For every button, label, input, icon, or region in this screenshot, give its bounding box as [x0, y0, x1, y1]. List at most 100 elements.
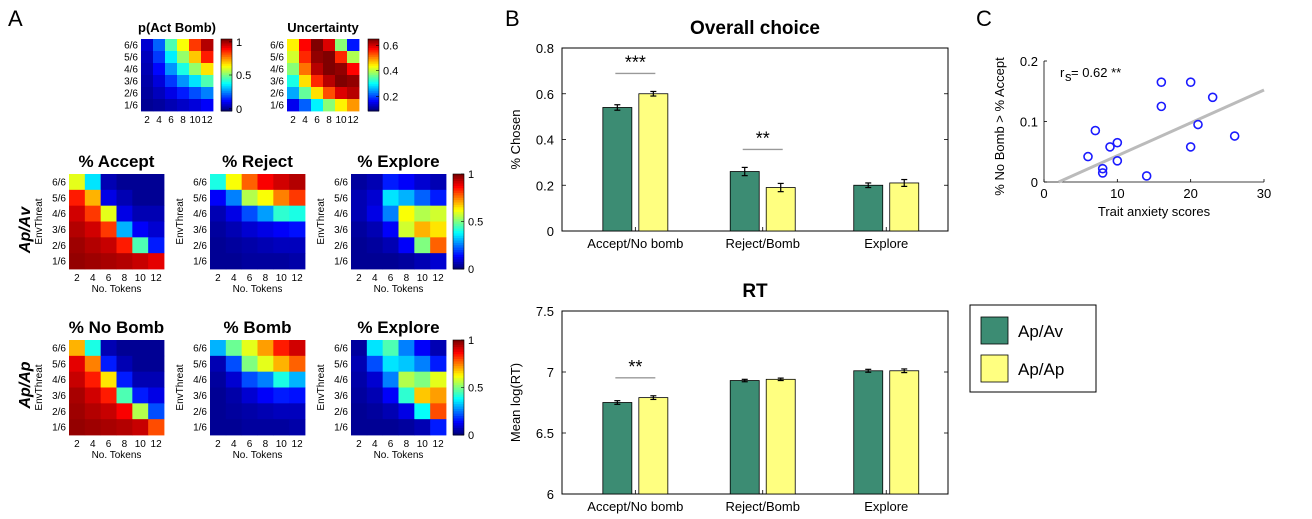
- heatmap-cell: [289, 253, 306, 270]
- heatmap-cell: [148, 237, 165, 254]
- correlation-value: = 0.62 **: [1071, 65, 1121, 80]
- colorbar-segment: [368, 62, 379, 65]
- heatmap-cell: [382, 237, 399, 254]
- heatmap-cell: [299, 63, 312, 76]
- heatmap-ytick-label: 6/6: [52, 177, 66, 188]
- heatmap-ytick-label: 5/6: [52, 359, 66, 370]
- heatmap-cell: [69, 419, 86, 436]
- colorbar-segment: [453, 356, 464, 360]
- colorbar-segment: [221, 89, 232, 92]
- heatmap-cell: [225, 387, 243, 404]
- heatmap-cell: [69, 371, 86, 388]
- colorbar-segment: [221, 78, 232, 81]
- heatmap-ylabel: EnvThreat: [175, 364, 186, 410]
- colorbar-segment: [368, 57, 379, 60]
- colorbar-segment: [453, 342, 464, 346]
- heatmap-ytick-label: 3/6: [193, 391, 207, 402]
- heatmap-apav_explore: % Explore 6/6 5/6 4/6 3/6 2/6 1/6 2 4 6 8 10 12 EnvTh…: [316, 152, 447, 295]
- colorbar-segment: [368, 78, 379, 81]
- colorbar-segment: [368, 82, 379, 85]
- heatmap-title: % Explore: [357, 152, 439, 171]
- colorbar-segment: [453, 420, 464, 424]
- heatmap-cell: [84, 340, 102, 357]
- heatmap-cell: [366, 387, 384, 404]
- heatmap-cell: [299, 87, 312, 100]
- scatter-point: [1112, 137, 1123, 148]
- category-label: Explore: [864, 236, 908, 251]
- colorbar-segment: [453, 432, 464, 436]
- heatmap-xtick-label: 10: [276, 439, 288, 450]
- heatmap-cell: [351, 205, 368, 222]
- bar-ap-ap: [765, 187, 796, 232]
- heatmap-cell: [141, 63, 154, 76]
- heatmap-ytick-label: 2/6: [334, 241, 348, 252]
- legend-swatch: [980, 354, 1009, 383]
- heatmap-xtick-label: 10: [189, 115, 201, 126]
- ytick-label: 0.6: [536, 87, 554, 102]
- heatmap-cell: [273, 237, 290, 254]
- colorbar-segment: [453, 204, 464, 208]
- heatmap-cell: [84, 174, 102, 191]
- heatmap-cell: [100, 205, 117, 222]
- heatmap-ytick-label: 2/6: [334, 407, 348, 418]
- colorbar-segment: [453, 363, 464, 367]
- heatmap-cell: [132, 340, 149, 357]
- heatmap-ylabel: EnvThreat: [316, 364, 327, 410]
- heatmap-cell: [289, 387, 306, 404]
- colorbar-segment: [221, 44, 232, 47]
- colorbar-segment: [368, 100, 379, 103]
- colorbar-segment: [368, 60, 379, 63]
- heatmap-xtick-label: 12: [201, 115, 213, 126]
- heatmap-cell: [84, 237, 102, 254]
- heatmap-cell: [311, 51, 324, 64]
- colorbar-segment: [453, 235, 464, 239]
- colorbar-segment: [221, 60, 232, 63]
- heatmap-cell: [84, 221, 102, 238]
- heatmap-cell: [116, 403, 133, 420]
- colorbar-segment: [368, 46, 379, 49]
- heatmap-cell: [132, 403, 149, 420]
- heatmap-cell: [257, 403, 274, 420]
- heatmap-cell: [414, 387, 431, 404]
- heatmap-cell: [414, 174, 431, 191]
- colorbar-segment: [221, 107, 232, 110]
- colorbar-segment: [221, 53, 232, 56]
- heatmap-cell: [430, 221, 447, 238]
- heatmap-cell: [347, 99, 360, 112]
- heatmap-cell: [69, 340, 86, 357]
- bar-ap-ap: [638, 93, 669, 232]
- heatmap-cell: [132, 355, 149, 373]
- heatmap-xtick-label: 2: [74, 439, 80, 450]
- category-label: Reject/Bomb: [726, 236, 800, 251]
- heatmap-cell: [201, 75, 214, 88]
- heatmap-cell: [311, 87, 324, 100]
- heatmap-xtick-label: 10: [417, 273, 429, 284]
- heatmap-cell: [273, 371, 290, 388]
- heatmap-cell: [299, 51, 312, 64]
- heatmap-cell: [311, 99, 324, 112]
- heatmap-cell: [100, 221, 117, 238]
- heatmap-cell: [69, 253, 86, 270]
- colorbar-segment: [453, 373, 464, 377]
- heatmap-cell: [69, 355, 86, 373]
- heatmap-xtick-label: 2: [290, 115, 296, 126]
- colorbar-segment: [368, 64, 379, 67]
- colorbar-segment: [221, 102, 232, 105]
- colorbar-segment: [221, 84, 232, 87]
- heatmap-cell: [414, 237, 431, 254]
- heatmap-cell: [273, 221, 290, 238]
- colorbar-segment: [453, 226, 464, 230]
- heatmap-cell: [153, 87, 166, 100]
- heatmap-cell: [148, 189, 165, 207]
- colorbar-segment: [221, 109, 232, 112]
- colorbar-segment: [453, 411, 464, 415]
- heatmap-cell: [398, 403, 415, 420]
- heatmap-cell: [100, 253, 117, 270]
- colorbar-segment: [453, 392, 464, 396]
- colorbar-segment: [453, 257, 464, 260]
- colorbar-segment: [368, 39, 379, 42]
- chart-title: Overall choice: [690, 18, 820, 39]
- heatmap-cell: [100, 174, 117, 191]
- heatmap-xtick-label: 8: [326, 115, 332, 126]
- colorbar-segment: [221, 58, 232, 62]
